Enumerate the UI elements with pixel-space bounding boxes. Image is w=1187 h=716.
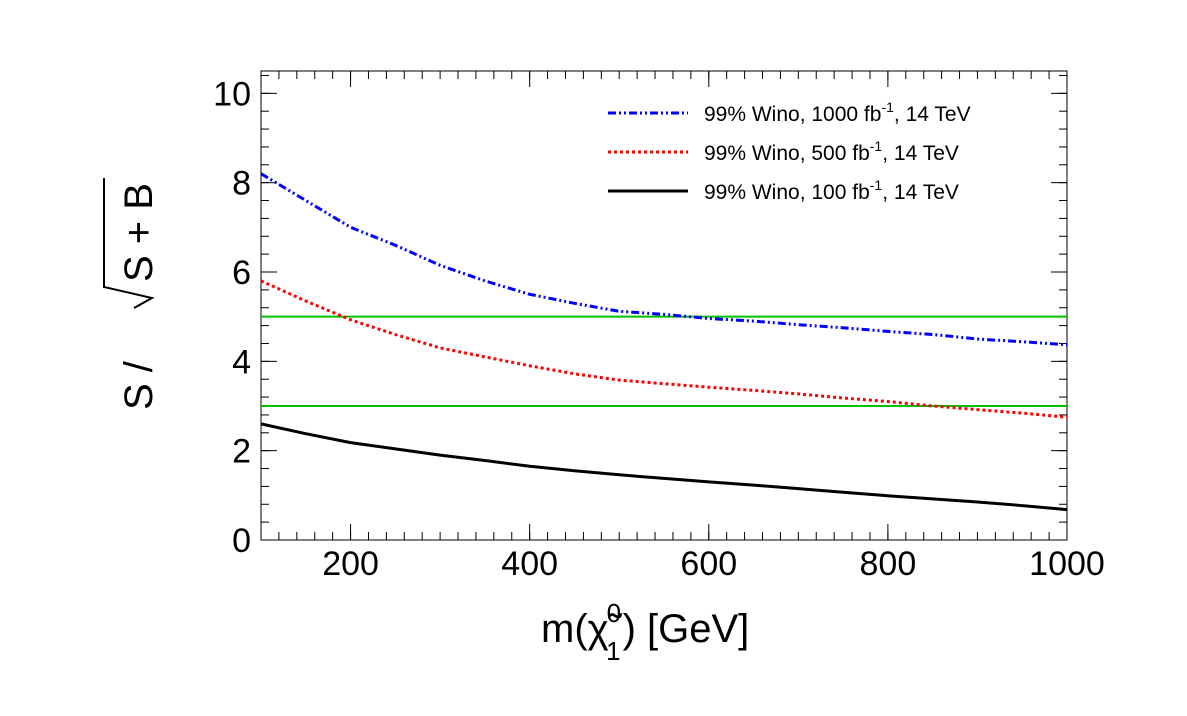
y-tick-label: 6 [232, 254, 251, 292]
y-tick-label: 10 [213, 75, 251, 113]
legend-label-1000fb: 99% Wino, 1000 fb-1, 14 TeV [704, 99, 971, 126]
y-tick-label: 4 [232, 343, 251, 381]
legend-label-100fb: 99% Wino, 100 fb-1, 14 TeV [704, 177, 959, 204]
x-tick-label: 800 [860, 545, 917, 583]
x-tick-label: 1000 [1029, 545, 1105, 583]
sqrt-sign [103, 178, 155, 309]
series-lines [260, 172, 1068, 512]
x-axis-title: m(χ̃0 1) [GeV] [541, 598, 749, 666]
plot-frame [260, 70, 1068, 541]
x-tick-label: 600 [680, 545, 737, 583]
x-tick-label: 200 [322, 545, 379, 583]
y-tick-label: 2 [232, 433, 251, 471]
legend: 99% Wino, 1000 fb-1, 14 TeV 99% Wino, 50… [608, 99, 971, 204]
legend-label-500fb: 99% Wino, 500 fb-1, 14 TeV [704, 138, 959, 165]
reference-lines [261, 315, 1067, 407]
y-tick-label: 0 [232, 522, 251, 560]
x-tick-label: 400 [501, 545, 558, 583]
tick-labels: 200 400 600 800 1000 0 2 4 6 8 10 [213, 75, 1105, 583]
y-axis-title-radicand: S + B [117, 183, 161, 282]
y-axis-title: S / S + B [103, 178, 161, 410]
major-ticks [261, 71, 1068, 541]
series-line-0 [260, 172, 1068, 347]
y-axis-title-numerator: S / [117, 360, 161, 410]
y-tick-label: 8 [232, 165, 251, 203]
series-line-2 [260, 422, 1068, 512]
series-line-1 [260, 279, 1068, 419]
